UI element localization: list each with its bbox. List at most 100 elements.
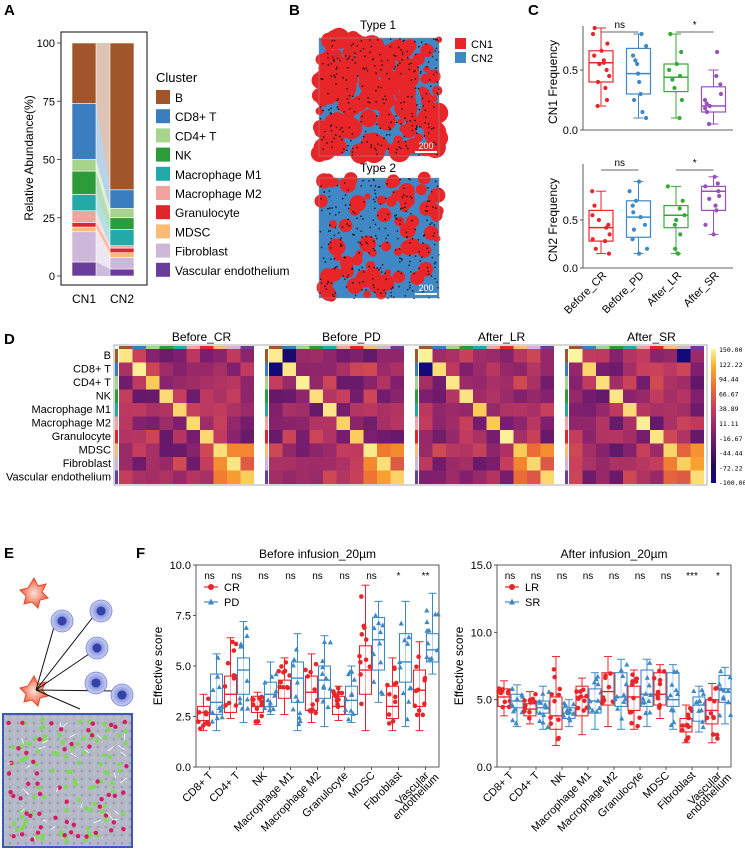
bar-segment xyxy=(109,229,135,247)
cn1-region xyxy=(322,173,334,185)
data-point xyxy=(587,698,593,704)
bar-segment xyxy=(109,189,135,209)
interaction-arrow xyxy=(35,626,55,691)
tissue-dot xyxy=(49,721,54,726)
row-color-strip xyxy=(115,349,118,363)
heatmap-cell xyxy=(609,376,623,390)
cell-dot xyxy=(333,74,335,77)
heatmap-cell xyxy=(569,457,583,471)
col-color-strip xyxy=(540,346,554,349)
cell-dot xyxy=(368,265,370,268)
col-color-strip xyxy=(473,346,487,349)
cell-dot xyxy=(321,138,323,141)
cell-dot xyxy=(327,57,329,59)
cell-dot xyxy=(421,97,424,99)
cell-dot xyxy=(428,251,430,253)
col-color-strip xyxy=(173,346,187,349)
ribbon-5 xyxy=(96,194,110,246)
cell-dot xyxy=(403,194,405,196)
data-point xyxy=(231,676,237,681)
cell-dot xyxy=(409,287,411,289)
data-point xyxy=(358,659,363,665)
cell-dot xyxy=(433,263,436,265)
data-point xyxy=(570,701,577,707)
data-point xyxy=(672,222,677,227)
tissue-dot xyxy=(91,784,97,790)
heatmap-cell xyxy=(390,403,404,417)
heatmap-cell xyxy=(146,443,160,457)
heatmap-cell xyxy=(446,430,460,444)
cell-dot xyxy=(385,292,387,294)
data-point xyxy=(262,705,268,711)
data-point xyxy=(673,246,678,251)
cn1-region xyxy=(310,144,329,163)
heatmap-cell xyxy=(446,376,460,390)
cell-dot xyxy=(370,144,373,146)
heatmap-cell xyxy=(636,457,650,471)
data-point xyxy=(512,706,518,712)
cn1-region xyxy=(392,270,406,284)
data-point xyxy=(614,693,620,699)
heatmap-cell xyxy=(213,430,227,444)
heatmap-row-label: Fibroblast xyxy=(63,458,111,470)
heatmap-cell xyxy=(446,457,460,471)
colorbar-tick-label: 150.00 xyxy=(719,346,743,354)
heatmap-cell xyxy=(363,430,377,444)
heatmap-cell xyxy=(690,349,704,363)
data-point xyxy=(359,632,365,637)
cell-dot xyxy=(436,81,438,83)
cell-dot xyxy=(327,207,329,210)
tissue-dot xyxy=(69,741,74,747)
row-color-strip xyxy=(265,349,268,363)
cell-nucleus-icon xyxy=(92,643,102,653)
heatmap-cell xyxy=(227,349,241,363)
heatmap-cell xyxy=(323,362,337,376)
heatmap-cell xyxy=(419,430,433,444)
cell-dot xyxy=(432,206,434,208)
cell-dot xyxy=(340,237,342,239)
data-point xyxy=(634,676,640,681)
heatmap-cell xyxy=(459,349,473,363)
tissue-dot xyxy=(123,740,129,746)
row-color-strip xyxy=(265,430,268,444)
data-point xyxy=(541,712,547,718)
row-color-strip xyxy=(115,470,118,484)
heatmap-cell xyxy=(173,430,187,444)
data-point xyxy=(259,713,265,719)
cell-dot xyxy=(330,75,332,77)
cell-dot xyxy=(389,38,392,40)
heatmap-cell xyxy=(623,416,637,430)
cell-dot xyxy=(415,132,418,135)
data-point xyxy=(385,682,390,688)
heatmap-cell xyxy=(227,443,241,457)
panel-label-e: E xyxy=(4,545,14,562)
heatmap-cell xyxy=(419,403,433,417)
data-point xyxy=(718,686,724,691)
data-point xyxy=(310,702,315,707)
significance-label: ns xyxy=(583,571,594,582)
cell-dot xyxy=(360,215,362,218)
heatmap-cell xyxy=(473,443,487,457)
cell-dot xyxy=(351,59,354,61)
y-tick-label: 100 xyxy=(37,38,55,50)
heatmap-cell xyxy=(596,403,610,417)
cell-dot xyxy=(434,38,437,41)
ribbon-2 xyxy=(96,227,110,258)
cell-dot xyxy=(387,234,389,237)
data-point xyxy=(691,688,697,694)
data-point xyxy=(321,639,328,644)
significance-label: ns xyxy=(231,571,242,582)
tissue-link xyxy=(69,733,76,738)
data-point xyxy=(254,706,260,712)
heatmap-cell xyxy=(159,362,173,376)
data-point xyxy=(700,691,707,696)
cell-dot xyxy=(368,252,370,254)
data-point xyxy=(209,709,216,715)
cell-dot xyxy=(372,248,375,250)
cell-dot xyxy=(437,93,439,95)
tissue-dot xyxy=(81,736,86,741)
heatmap-cell xyxy=(240,362,254,376)
cell-dot xyxy=(392,287,394,289)
heatmap-cell xyxy=(363,470,377,484)
heatmap-cell xyxy=(200,443,214,457)
